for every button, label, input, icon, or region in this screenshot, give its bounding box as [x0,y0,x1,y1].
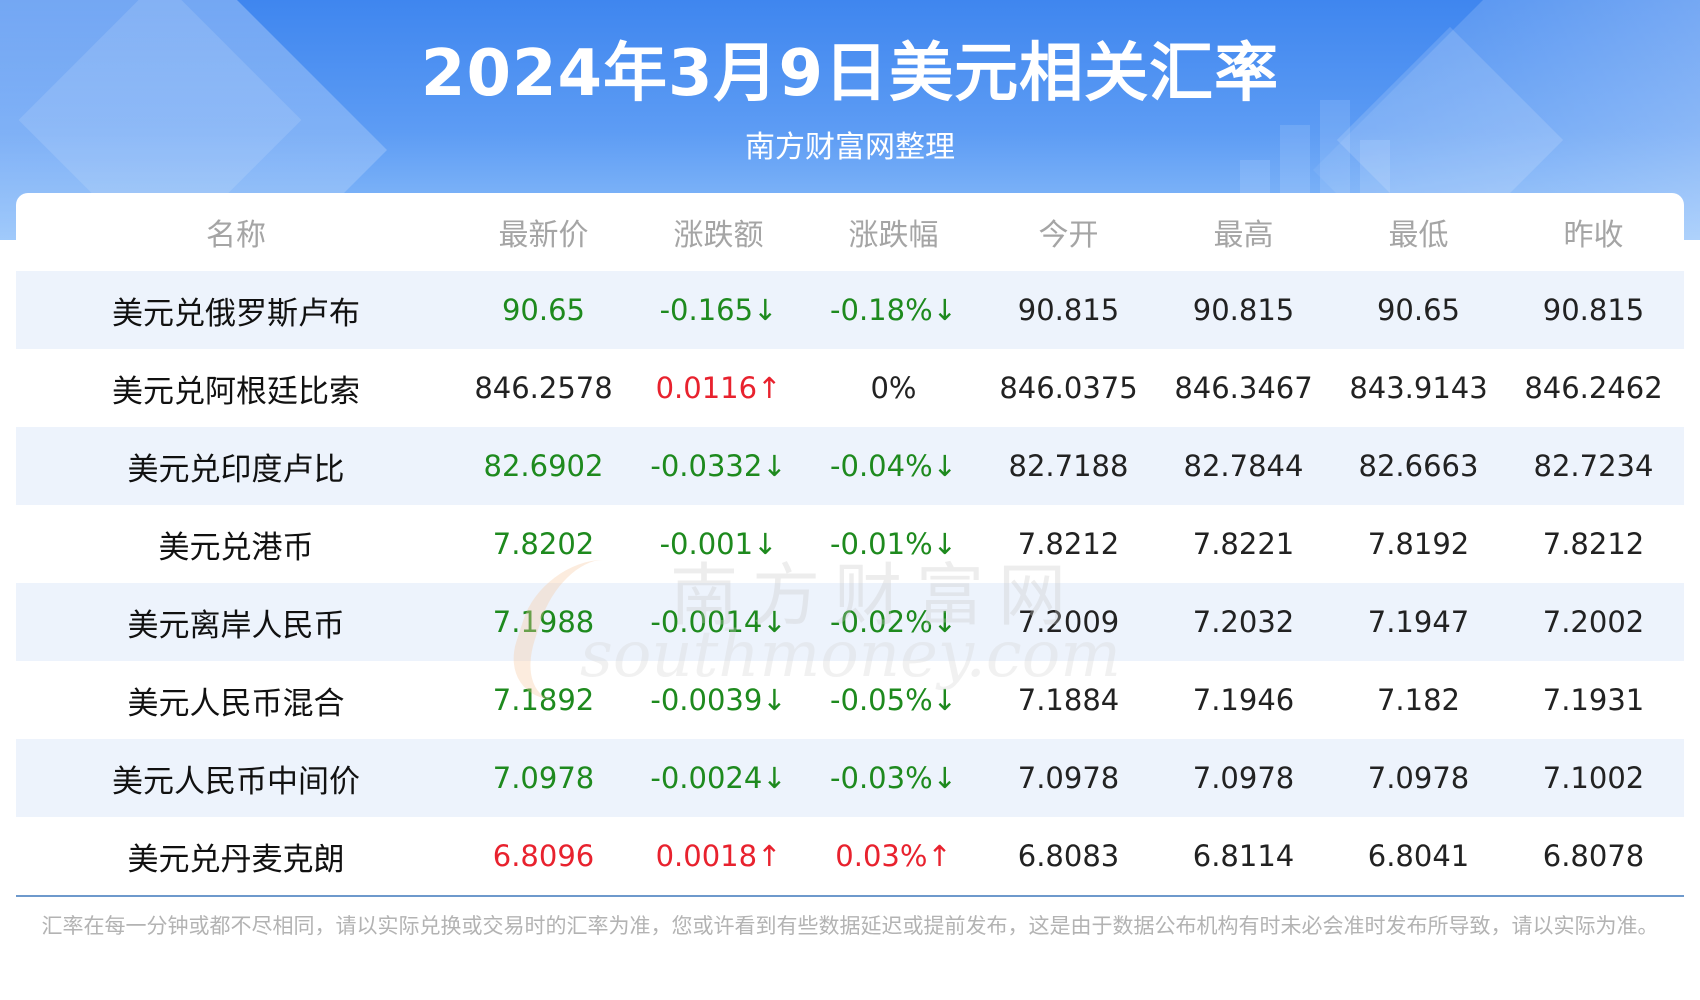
currency-pair-name: 美元离岸人民币 [127,607,345,644]
high-price: 7.2032 [1192,605,1295,639]
column-header-name: 名称 [206,218,266,253]
high-price: 90.815 [1192,293,1295,327]
change-percent: -0.18%↓ [830,293,957,327]
open-price: 846.0375 [999,371,1138,405]
prev-close-price: 7.2002 [1542,605,1645,639]
table-row: 美元离岸人民币 7.1988 -0.0014↓ -0.02%↓ 7.2009 7… [16,583,1684,661]
latest-price: 82.6902 [483,449,604,483]
latest-price: 7.8202 [492,527,595,561]
change-amount: -0.0024↓ [650,761,787,795]
change-amount: -0.0332↓ [650,449,787,483]
table-row: 美元兑港币 7.8202 -0.001↓ -0.01%↓ 7.8212 7.82… [16,505,1684,583]
column-header-latest: 最新价 [498,218,589,253]
open-price: 82.7188 [1008,449,1129,483]
low-price: 6.8041 [1367,839,1470,873]
change-percent: -0.03%↓ [830,761,957,795]
low-price: 7.1947 [1367,605,1470,639]
page-subtitle: 南方财富网整理 [745,130,955,165]
low-price: 7.8192 [1367,527,1470,561]
table-row: 美元兑俄罗斯卢布 90.65 -0.165↓ -0.18%↓ 90.815 90… [16,271,1684,349]
prev-close-price: 90.815 [1542,293,1645,327]
change-percent: -0.02%↓ [830,605,957,639]
currency-pair-name: 美元兑印度卢比 [127,451,345,488]
latest-price: 7.1988 [492,605,595,639]
change-amount: -0.001↓ [659,527,778,561]
currency-pair-name: 美元兑俄罗斯卢布 [112,295,360,332]
latest-price: 7.0978 [492,761,595,795]
prev-close-price: 7.1002 [1542,761,1645,795]
open-price: 7.1884 [1017,683,1120,717]
change-amount: -0.165↓ [659,293,778,327]
column-header-open: 今开 [1038,218,1099,253]
latest-price: 90.65 [501,293,586,327]
high-price: 6.8114 [1192,839,1295,873]
prev-close-price: 82.7234 [1533,449,1654,483]
prev-close-price: 6.8078 [1542,839,1645,873]
low-price: 7.182 [1376,683,1461,717]
column-header-high: 最高 [1213,218,1274,253]
table-row: 美元人民币中间价 7.0978 -0.0024↓ -0.03%↓ 7.0978 … [16,739,1684,817]
table-header-row: 名称 最新价 涨跌额 涨跌幅 今开 最高 最低 昨收 [16,193,1684,271]
currency-pair-name: 美元人民币中间价 [112,763,360,800]
open-price: 90.815 [1017,293,1120,327]
latest-price: 7.1892 [492,683,595,717]
high-price: 7.0978 [1192,761,1295,795]
high-price: 7.1946 [1192,683,1295,717]
high-price: 846.3467 [1174,371,1313,405]
change-amount: 0.0116↑ [655,371,782,405]
currency-pair-name: 美元兑丹麦克朗 [127,841,345,878]
prev-close-price: 846.2462 [1524,371,1663,405]
open-price: 7.0978 [1017,761,1120,795]
low-price: 90.65 [1376,293,1461,327]
change-percent: -0.01%↓ [830,527,957,561]
open-price: 6.8083 [1017,839,1120,873]
currency-pair-name: 美元兑阿根廷比索 [112,373,360,410]
change-percent: 0% [870,371,917,405]
change-percent: -0.05%↓ [830,683,957,717]
table-row: 美元兑印度卢比 82.6902 -0.0332↓ -0.04%↓ 82.7188… [16,427,1684,505]
column-header-low: 最低 [1388,218,1449,253]
prev-close-price: 7.8212 [1542,527,1645,561]
currency-pair-name: 美元兑港币 [158,529,314,566]
low-price: 82.6663 [1358,449,1479,483]
change-amount: -0.0014↓ [650,605,787,639]
prev-close-price: 7.1931 [1542,683,1645,717]
change-percent: -0.04%↓ [830,449,957,483]
change-amount: 0.0018↑ [655,839,782,873]
low-price: 843.9143 [1349,371,1488,405]
low-price: 7.0978 [1367,761,1470,795]
disclaimer-footnote: 汇率在每一分钟或都不尽相同，请以实际兑换或交易时的汇率为准，您或许看到有些数据延… [41,914,1659,938]
column-header-change-pct: 涨跌幅 [848,218,939,253]
open-price: 7.2009 [1017,605,1120,639]
column-header-prev-close: 昨收 [1563,218,1624,253]
latest-price: 846.2578 [474,371,613,405]
table-row: 美元人民币混合 7.1892 -0.0039↓ -0.05%↓ 7.1884 7… [16,661,1684,739]
rate-table: 名称 最新价 涨跌额 涨跌幅 今开 最高 最低 昨收 美元兑俄罗斯卢布 90.6… [16,193,1684,897]
change-amount: -0.0039↓ [650,683,787,717]
table-row: 美元兑阿根廷比索 846.2578 0.0116↑ 0% 846.0375 84… [16,349,1684,427]
high-price: 7.8221 [1192,527,1295,561]
open-price: 7.8212 [1017,527,1120,561]
latest-price: 6.8096 [492,839,595,873]
high-price: 82.7844 [1183,449,1304,483]
currency-pair-name: 美元人民币混合 [127,685,345,722]
table-row: 美元兑丹麦克朗 6.8096 0.0018↑ 0.03%↑ 6.8083 6.8… [16,817,1684,895]
column-header-change: 涨跌额 [673,218,764,253]
change-percent: 0.03%↑ [835,839,952,873]
page-title: 2024年3月9日美元相关汇率 [420,37,1280,111]
